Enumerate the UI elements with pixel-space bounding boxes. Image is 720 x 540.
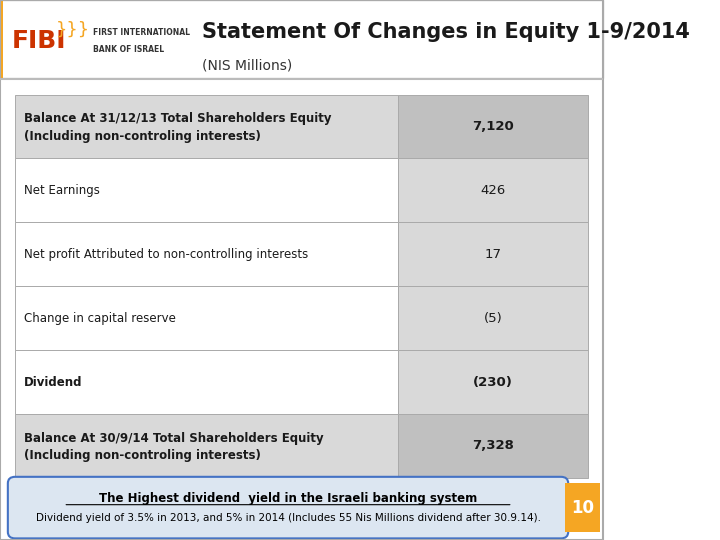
Text: 10: 10 <box>571 498 594 517</box>
Text: Change in capital reserve: Change in capital reserve <box>24 312 176 325</box>
Text: 7,328: 7,328 <box>472 440 514 453</box>
Text: Statement Of Changes in Equity 1-9/2014: Statement Of Changes in Equity 1-9/2014 <box>202 22 690 43</box>
Text: Dividend: Dividend <box>24 375 83 389</box>
Text: The Highest dividend  yield in the Israeli banking system: The Highest dividend yield in the Israel… <box>99 492 477 505</box>
Bar <box>398 350 588 414</box>
Bar <box>15 414 398 478</box>
Text: (5): (5) <box>484 312 503 325</box>
Bar <box>398 158 588 222</box>
Bar <box>398 286 588 350</box>
Bar <box>15 222 398 286</box>
Bar <box>565 483 600 532</box>
Bar <box>15 350 398 414</box>
Bar <box>398 94 588 158</box>
Text: (NIS Millions): (NIS Millions) <box>202 59 292 73</box>
Text: (Including non-controling interests): (Including non-controling interests) <box>24 130 261 143</box>
FancyBboxPatch shape <box>0 0 603 78</box>
Bar <box>398 222 588 286</box>
Bar <box>398 414 588 478</box>
Text: FIRST INTERNATIONAL: FIRST INTERNATIONAL <box>94 28 191 37</box>
FancyBboxPatch shape <box>8 477 568 538</box>
Bar <box>0 0 3 78</box>
Text: Balance At 30/9/14 Total Shareholders Equity: Balance At 30/9/14 Total Shareholders Eq… <box>24 432 324 445</box>
Text: Balance At 31/12/13 Total Shareholders Equity: Balance At 31/12/13 Total Shareholders E… <box>24 112 332 125</box>
Text: 426: 426 <box>480 184 505 197</box>
Text: FIBI: FIBI <box>12 29 66 52</box>
Text: 17: 17 <box>485 248 502 261</box>
Bar <box>15 286 398 350</box>
Text: 7,120: 7,120 <box>472 120 514 133</box>
Text: Net Earnings: Net Earnings <box>24 184 100 197</box>
Text: Dividend yield of 3.5% in 2013, and 5% in 2014 (Includes 55 Nis Millions dividen: Dividend yield of 3.5% in 2013, and 5% i… <box>35 514 541 523</box>
Text: (Including non-controling interests): (Including non-controling interests) <box>24 449 261 462</box>
Text: }}}: }}} <box>55 21 89 60</box>
Bar <box>15 94 398 158</box>
Text: BANK OF ISRAEL: BANK OF ISRAEL <box>94 45 165 54</box>
Text: (230): (230) <box>473 375 513 389</box>
Text: Net profit Attributed to non-controlling interests: Net profit Attributed to non-controlling… <box>24 248 308 261</box>
Bar <box>15 158 398 222</box>
